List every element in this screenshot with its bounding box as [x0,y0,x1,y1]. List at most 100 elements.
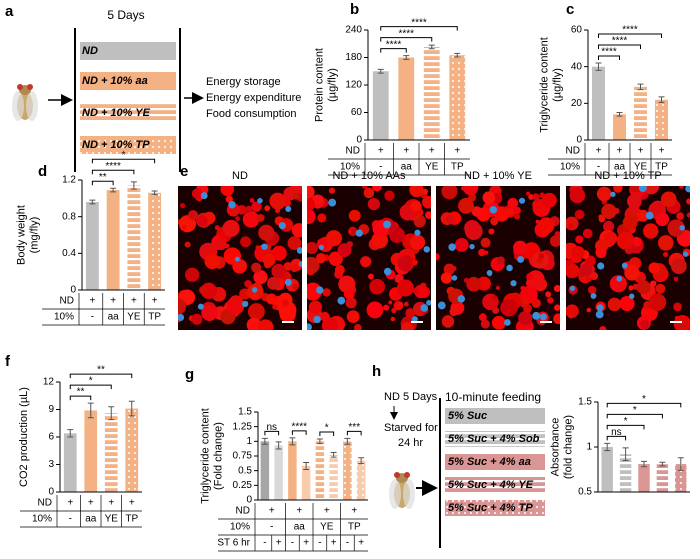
table-cell: + [303,538,309,549]
table-cell: - [291,538,294,549]
significance-label: ** [97,365,105,376]
nucleus [411,316,418,323]
y-axis-label: (µg/fly) [551,68,563,102]
lipid-droplet [568,223,574,229]
lipid-droplet [182,225,187,230]
bar [343,441,352,500]
nucleus [383,220,392,229]
significance-bracket [69,373,133,379]
lipid-droplet [384,190,395,201]
nucleus [629,293,635,299]
significance-bracket [606,402,682,408]
table-cell: YE [320,522,334,533]
nucleus [423,246,430,253]
error-bar [330,451,337,458]
lipid-droplet [601,203,617,220]
lipid-droplet [366,301,384,319]
table-cell: - [69,514,72,525]
bar [85,202,99,290]
lipid-droplet [346,310,360,324]
y-tick-label: 0 [356,135,362,146]
row-label: ND [346,146,360,157]
nucleus [318,244,324,250]
panel-letter: a [5,3,14,20]
lipid-droplet [251,262,262,273]
bar [675,464,687,492]
y-tick-label: 0 [576,135,582,146]
lipid-droplet [480,237,491,248]
lipid-droplet [348,209,361,222]
error-bar [637,83,644,91]
lipid-droplet [554,304,560,311]
row-label: 10% [560,162,580,173]
table-cell: aa [294,522,306,533]
bar [315,441,325,500]
lipid-droplet [667,219,685,237]
nucleus [420,304,429,312]
table-cell: + [89,296,95,307]
lipid-droplet [214,225,220,231]
lipid-droplet [178,298,187,315]
significance-label: ** [99,172,107,183]
nucleus [596,304,604,312]
lipid-droplet [436,253,440,261]
nucleus [178,313,185,322]
bar [63,433,77,492]
lipid-droplet [495,285,500,290]
lipid-droplet [251,201,262,212]
lipid-droplet [346,241,353,248]
bar [601,447,613,492]
y-tick-label: 60 [351,107,363,118]
nucleus [337,296,346,305]
lipid-droplet [368,273,374,280]
micrograph [307,186,431,330]
y-tick-label: 60 [571,25,583,36]
nucleus [503,319,511,326]
significance-label: **** [601,47,617,58]
lipid-droplet [197,215,208,226]
lipid-droplet [648,262,661,274]
lipid-droplet [577,271,584,278]
table-cell: + [358,538,364,549]
table-cell: - [263,538,266,549]
lipid-droplet [547,297,554,304]
lipid-droplet [388,300,393,305]
table-cell: + [351,506,357,517]
lipid-droplet [513,213,521,220]
lipid-droplet [441,186,458,200]
nucleus [569,285,575,291]
micrograph [178,186,302,330]
lipid-droplet [586,307,592,313]
lipid-droplet [218,232,226,240]
lipid-droplet [410,200,422,212]
table-cell: TP [451,162,464,173]
y-tick-label: 0.8 [62,211,76,222]
lipid-droplet [522,297,531,306]
significance-bracket [380,48,407,53]
table-cell: - [346,538,349,549]
significance-label: * [633,405,637,416]
lipid-droplet [360,256,372,268]
lipid-droplet [298,188,302,195]
lipid-droplet [415,289,420,294]
table-cell: + [378,146,384,157]
y-axis-label: (Fold change) [212,422,224,490]
y-tick-label: 0.25 [233,480,253,491]
significance-bracket [606,413,663,419]
lipid-droplet [513,240,528,255]
nucleus [355,229,363,237]
lipid-droplet [363,187,375,199]
table-cell: TP [348,522,361,533]
table-cell: + [659,146,665,157]
lipid-droplet [443,263,455,275]
significance-label: * [122,150,126,161]
significance-label: **** [411,17,427,28]
lipid-droplet [599,325,607,330]
lipid-droplet [549,235,560,247]
nucleus [590,292,597,299]
nucleus [539,313,547,321]
lipid-droplet [568,312,574,319]
panel-a: a 5 Days ND ND + 10% aa ND + 10% YE ND +… [5,3,301,172]
lipid-droplet [257,319,274,330]
bar [148,192,162,290]
